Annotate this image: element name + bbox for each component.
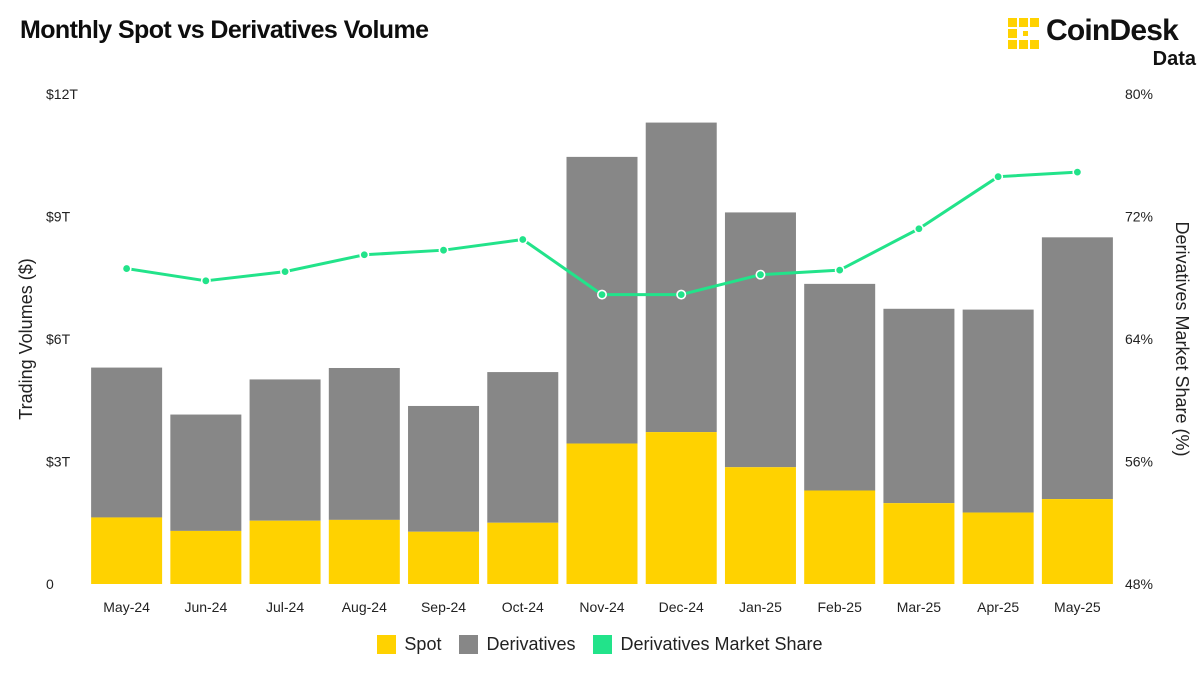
share-point — [359, 249, 370, 260]
bar-spot — [408, 531, 480, 584]
share-point — [121, 263, 132, 274]
bar-derivatives — [170, 414, 242, 531]
legend-label-spot: Spot — [404, 634, 442, 654]
share-point — [755, 269, 766, 280]
share-point — [517, 234, 528, 245]
share-point — [676, 289, 687, 300]
y-axis-title: Trading Volumes ($) — [16, 258, 36, 419]
bar-derivatives — [883, 308, 955, 504]
bar-spot — [566, 443, 638, 584]
bar-spot — [328, 519, 400, 584]
x-tick-label: May-25 — [1054, 599, 1101, 615]
bar-derivatives — [91, 367, 163, 518]
x-tick-label: Mar-25 — [897, 599, 942, 615]
share-point — [280, 266, 291, 277]
y2-tick-label: 64% — [1125, 331, 1153, 347]
share-point — [834, 265, 845, 276]
legend-swatch-derivatives — [459, 635, 479, 654]
x-tick-label: May-24 — [103, 599, 150, 615]
share-point — [1072, 167, 1083, 178]
bar-derivatives — [328, 367, 400, 520]
y-tick-label: $6T — [46, 331, 71, 347]
legend-item-derivatives: Derivatives — [459, 634, 575, 655]
brand-name: CoinDesk — [1046, 14, 1179, 47]
legend-swatch-spot — [377, 635, 397, 654]
bar-spot — [645, 432, 717, 584]
legend-item-spot: Spot — [377, 634, 441, 655]
x-tick-label: Apr-25 — [977, 599, 1019, 615]
bar-derivatives — [724, 212, 796, 468]
y2-tick-label: 56% — [1125, 454, 1153, 470]
y2-axis-title: Derivatives Market Share (%) — [1172, 221, 1192, 456]
bar-derivatives — [408, 405, 480, 532]
bar-derivatives — [804, 283, 876, 491]
legend-item-share: Derivatives Market Share — [593, 634, 823, 655]
share-point — [438, 245, 449, 256]
y-tick-label: $3T — [46, 454, 71, 470]
brand-sub: Data — [1152, 48, 1196, 70]
bar-derivatives — [566, 156, 638, 444]
coindesk-logo: CoinDesk Data — [1006, 12, 1196, 72]
legend-label-share: Derivatives Market Share — [620, 634, 823, 654]
x-tick-label: Dec-24 — [659, 599, 704, 615]
y-tick-label: $12T — [46, 86, 78, 102]
bar-spot — [170, 530, 242, 584]
x-tick-label: Jun-24 — [184, 599, 227, 615]
share-point — [913, 223, 924, 234]
bar-derivatives — [645, 122, 717, 433]
x-tick-label: Nov-24 — [579, 599, 624, 615]
legend: Spot Derivatives Derivatives Market Shar… — [0, 634, 1200, 655]
x-tick-label: Jan-25 — [739, 599, 782, 615]
x-tick-label: Feb-25 — [818, 599, 863, 615]
x-tick-label: Sep-24 — [421, 599, 466, 615]
share-point — [596, 289, 607, 300]
x-tick-label: Jul-24 — [266, 599, 304, 615]
bar-spot — [91, 517, 163, 584]
y-tick-label: 0 — [46, 576, 54, 592]
bar-derivatives — [249, 379, 321, 521]
y2-tick-label: 80% — [1125, 86, 1153, 102]
x-tick-label: Oct-24 — [502, 599, 544, 615]
x-tick-label: Aug-24 — [342, 599, 387, 615]
bar-derivatives — [487, 372, 559, 523]
legend-swatch-share — [593, 635, 613, 654]
bar-spot — [487, 522, 559, 584]
bar-spot — [1041, 499, 1113, 584]
legend-label-derivatives: Derivatives — [486, 634, 576, 654]
share-point — [200, 275, 211, 286]
bar-derivatives — [962, 309, 1034, 513]
chart-title: Monthly Spot vs Derivatives Volume — [20, 16, 429, 44]
bar-spot — [249, 520, 321, 584]
coindesk-logo-icon — [1008, 18, 1039, 49]
bar-derivatives — [1041, 237, 1113, 500]
share-point — [993, 171, 1004, 182]
bar-spot — [724, 467, 796, 584]
y2-tick-label: 48% — [1125, 576, 1153, 592]
bar-spot — [962, 512, 1034, 584]
bar-spot — [804, 490, 876, 584]
y-tick-label: $9T — [46, 209, 71, 225]
y2-tick-label: 72% — [1125, 209, 1153, 225]
bar-spot — [883, 503, 955, 584]
